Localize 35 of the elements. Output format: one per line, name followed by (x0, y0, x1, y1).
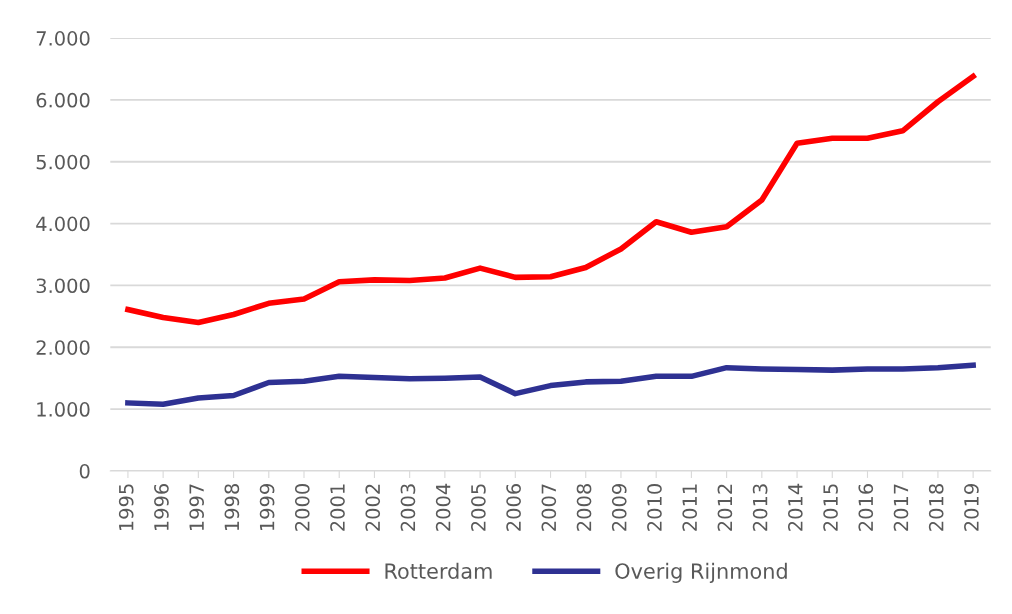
x-tick-label: 2009 (611, 484, 627, 531)
y-tick-label: 1.000 (37, 402, 90, 417)
y-tick-label: 6.000 (36, 92, 90, 108)
x-tick-label: 2007 (541, 484, 557, 531)
y-tick-label: 2.000 (36, 340, 90, 355)
legend-label: Overig Rijnmond (615, 562, 787, 583)
x-tick-label: 1995 (118, 484, 134, 531)
x-tick-label: 2010 (647, 484, 662, 531)
x-tick-label: 1999 (259, 484, 275, 531)
x-tick-label: 2017 (893, 484, 909, 531)
x-tick-label: 2012 (717, 484, 733, 531)
x-tick-label: 2013 (752, 484, 768, 531)
x-tick-label: 2005 (471, 484, 486, 531)
legend-label: Rotterdam (385, 562, 492, 579)
x-tick-label: 2001 (330, 484, 345, 531)
x-tick-label: 1997 (189, 484, 204, 531)
x-tick-label: 2003 (400, 484, 416, 531)
x-tick-label: 2011 (682, 484, 698, 531)
y-tick-label: 7.000 (36, 31, 90, 46)
x-tick-label: 1996 (154, 483, 169, 531)
x-tick-label: 2014 (787, 483, 803, 531)
x-tick-label: 1998 (224, 484, 240, 531)
y-tick-label: 4.000 (36, 216, 90, 232)
y-tick-label: 5.000 (36, 154, 90, 170)
x-tick-label: 2006 (506, 483, 521, 531)
x-tick-label: 2019 (964, 484, 979, 531)
y-tick-label: 0 (79, 463, 90, 479)
y-tick-label: 3.000 (36, 278, 90, 294)
x-tick-label: 2016 (858, 483, 874, 531)
x-tick-label: 2008 (576, 484, 592, 531)
x-tick-label: 2004 (435, 483, 451, 531)
x-tick-label: 2015 (823, 484, 838, 531)
x-tick-label: 2018 (928, 484, 944, 531)
x-tick-label: 2002 (365, 484, 381, 531)
x-tick-label: 2000 (294, 484, 310, 531)
